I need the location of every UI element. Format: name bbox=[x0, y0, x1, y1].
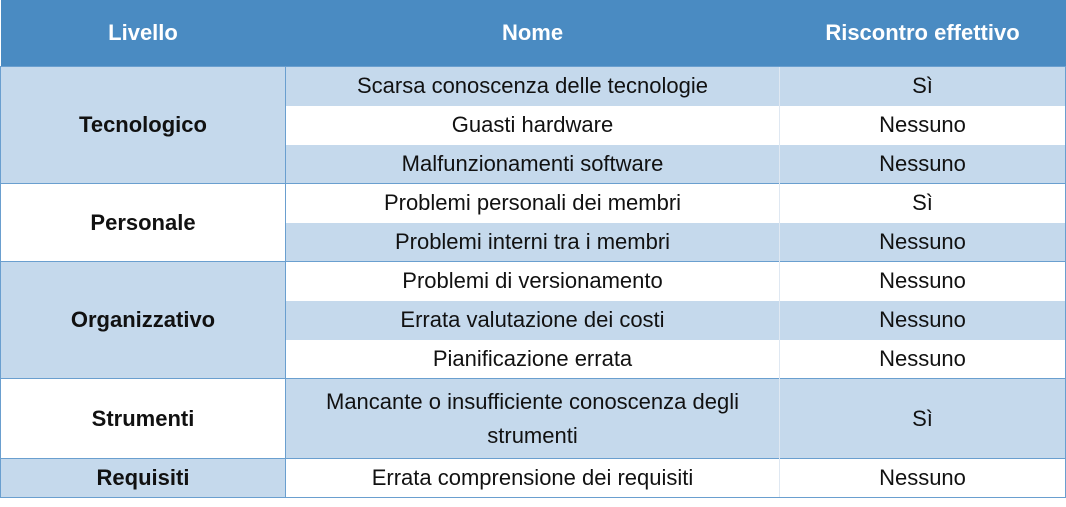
level-cell: Strumenti bbox=[0, 378, 286, 459]
table-row: Errata valutazione dei costi Nessuno bbox=[1, 300, 1066, 340]
table-row: Organizzativo Problemi di versionamento … bbox=[0, 261, 1066, 379]
result-cell: Nessuno bbox=[779, 300, 1066, 340]
result-cell: Sì bbox=[779, 183, 1066, 223]
result-cell: Sì bbox=[779, 378, 1066, 459]
table-row: Pianificazione errata Nessuno bbox=[1, 339, 1066, 379]
header-row: Livello Nome Riscontro effettivo bbox=[0, 0, 1066, 67]
table-row: Strumenti Mancante o insufficiente conos… bbox=[0, 378, 1066, 459]
level-cell: Personale bbox=[0, 183, 286, 262]
table-row: Guasti hardware Nessuno bbox=[1, 105, 1066, 145]
name-cell: Malfunzionamenti software bbox=[285, 144, 780, 184]
name-cell: Problemi interni tra i membri bbox=[285, 222, 780, 262]
header-level: Livello bbox=[0, 0, 286, 67]
result-cell: Sì bbox=[779, 66, 1066, 106]
result-cell: Nessuno bbox=[779, 261, 1066, 301]
name-cell: Errata valutazione dei costi bbox=[285, 300, 780, 340]
result-cell: Nessuno bbox=[779, 144, 1066, 184]
level-cell: Requisiti bbox=[0, 458, 286, 498]
name-cell: Errata comprensione dei requisiti bbox=[285, 458, 780, 498]
level-cell: Tecnologico bbox=[0, 66, 286, 184]
level-cell: Organizzativo bbox=[0, 261, 286, 379]
header-result: Riscontro effettivo bbox=[779, 0, 1066, 67]
result-cell: Nessuno bbox=[779, 458, 1066, 498]
name-cell: Problemi personali dei membri bbox=[285, 183, 780, 223]
result-cell: Nessuno bbox=[779, 222, 1066, 262]
name-cell: Pianificazione errata bbox=[285, 339, 780, 379]
table-row: Problemi interni tra i membri Nessuno bbox=[1, 222, 1066, 262]
result-cell: Nessuno bbox=[779, 339, 1066, 379]
name-cell: Guasti hardware bbox=[285, 105, 780, 145]
result-cell: Nessuno bbox=[779, 105, 1066, 145]
name-cell: Mancante o insufficiente conoscenza degl… bbox=[285, 378, 780, 459]
table-row: Personale Problemi personali dei membri … bbox=[0, 183, 1066, 262]
table-row: Requisiti Errata comprensione dei requis… bbox=[0, 458, 1066, 498]
table-row: Tecnologico Scarsa conoscenza delle tecn… bbox=[0, 66, 1066, 184]
table-row: Malfunzionamenti software Nessuno bbox=[1, 144, 1066, 184]
name-cell: Problemi di versionamento bbox=[285, 261, 780, 301]
header-name: Nome bbox=[285, 0, 780, 67]
name-cell: Scarsa conoscenza delle tecnologie bbox=[285, 66, 780, 106]
